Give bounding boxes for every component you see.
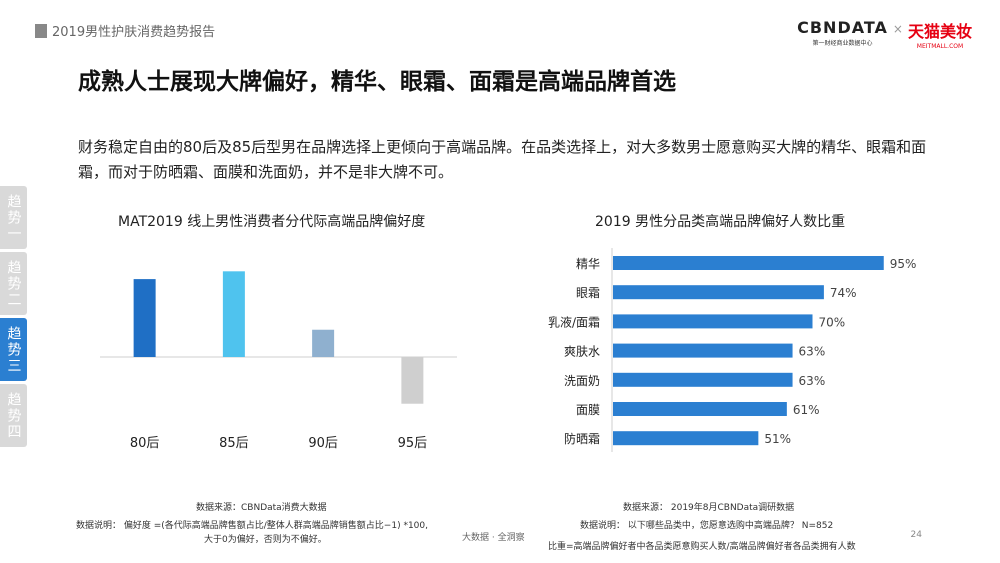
left-category-label-1: 85后: [219, 436, 249, 451]
left-category-label-3: 95后: [398, 436, 428, 451]
brand-separator: ×: [892, 22, 903, 36]
side-tab-nav: 趋势一 趋势二 趋势三 趋势四: [0, 186, 27, 450]
right-value-label-4: 63%: [799, 374, 826, 388]
tmall-logo-text: 天猫美妆: [907, 22, 972, 41]
right-category-label-4: 洗面奶: [564, 374, 600, 388]
left-category-label-0: 80后: [130, 436, 160, 451]
left-chart-title: MAT2019 线上男性消费者分代际高端品牌偏好度: [118, 214, 426, 230]
right-bar-1: [613, 285, 824, 300]
right-bar-3: [613, 343, 793, 358]
left-bar-2: [312, 329, 335, 357]
right-value-label-0: 95%: [890, 257, 917, 271]
tmall-logo: 天猫美妆 MEITMALL.COM: [908, 18, 972, 50]
right-value-label-1: 74%: [830, 286, 857, 300]
right-bar-0: [613, 256, 884, 270]
right-category-label-6: 防晒霜: [564, 431, 600, 446]
cbndata-logo-sub: 第一财经商业数据中心: [812, 40, 873, 47]
right-chart-title: 2019 男性分品类高端品牌偏好人数比重: [595, 214, 846, 230]
right-category-label-1: 眼霜: [576, 286, 600, 300]
left-note-line-1: 数据说明： 偏好度 =(各代际高端品牌售额占比/整体人群高端品牌销售额占比−1)…: [76, 521, 428, 531]
footer-slogan: 大数据 · 全洞察: [462, 533, 525, 543]
side-tab-2[interactable]: 趋势二: [0, 252, 27, 315]
page-number: 24: [910, 530, 922, 540]
right-bar-2: [613, 314, 813, 329]
side-tab-4[interactable]: 趋势四: [0, 384, 27, 447]
brand-logos: CBNDATA 第一财经商业数据中心 × 天猫美妆 MEITMALL.COM: [797, 18, 972, 50]
right-category-label-2: 乳液/面霜: [548, 314, 600, 329]
right-source: 数据来源： 2019年8月CBNData调研数据: [623, 503, 795, 513]
report-title: 2019男性护肤消费趋势报告: [52, 25, 216, 40]
right-category-label-3: 爽肤水: [564, 344, 600, 359]
right-value-label-6: 51%: [764, 432, 791, 446]
left-bar-1: [222, 271, 245, 357]
tmall-logo-sub: MEITMALL.COM: [916, 43, 964, 50]
left-note: 数据说明： 偏好度 =(各代际高端品牌售额占比/整体人群高端品牌销售额占比−1)…: [76, 519, 476, 547]
right-note: 数据说明： 以下哪些品类中，您愿意选购中高端品牌？ N=852: [580, 521, 834, 531]
left-bar-3: [401, 357, 424, 404]
right-bar-5: [613, 402, 787, 416]
right-value-label-3: 63%: [799, 345, 826, 359]
header-marker: [35, 24, 47, 38]
right-bar-4: [613, 372, 793, 387]
side-tab-1[interactable]: 趋势一: [0, 186, 27, 249]
side-tab-3[interactable]: 趋势三: [0, 318, 27, 381]
left-source: 数据来源：CBNData消费大数据: [196, 503, 327, 513]
right-value-label-2: 70%: [819, 315, 846, 329]
right-note-2: 比重=高端品牌偏好者中各品类愿意购买人数/高端品牌偏好者各品类拥有人数: [548, 542, 856, 552]
left-note-line-2: 大于0为偏好，否则为不偏好。: [204, 535, 327, 545]
left-bar-0: [133, 279, 156, 357]
page-description: 财务稳定自由的80后及85后型男在品牌选择上更倾向于高端品牌。在品类选择上，对大…: [78, 138, 927, 181]
right-category-label-5: 面膜: [576, 403, 600, 417]
right-value-label-5: 61%: [793, 403, 820, 417]
page-title: 成熟人士展现大牌偏好，精华、眼霜、面霜是高端品牌首选: [78, 69, 676, 95]
cbndata-logo-text: CBNDATA: [797, 18, 888, 37]
left-category-label-2: 90后: [308, 436, 338, 451]
right-bar-6: [613, 431, 759, 446]
cbndata-logo: CBNDATA 第一财经商业数据中心: [797, 18, 888, 47]
right-category-label-0: 精华: [576, 257, 600, 271]
